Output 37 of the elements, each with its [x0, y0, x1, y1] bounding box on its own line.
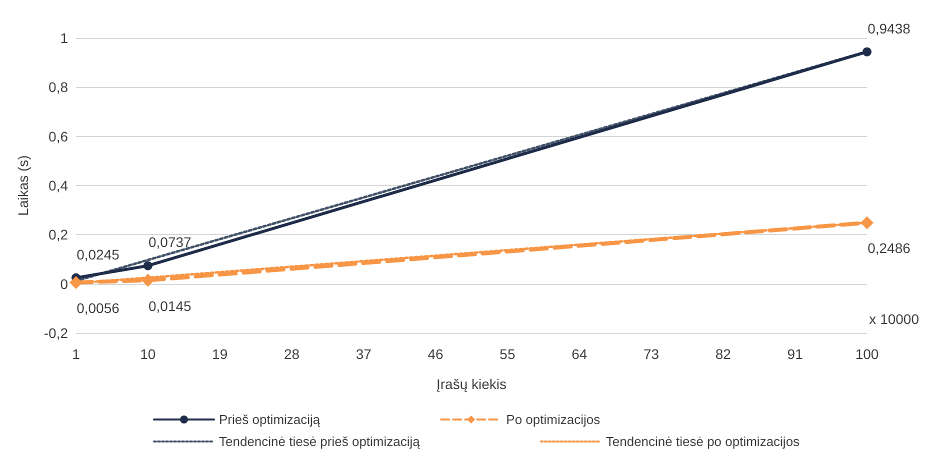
- y-axis-title: Laikas (s): [15, 155, 31, 216]
- x-tick-label: 37: [356, 346, 372, 362]
- point: [143, 261, 152, 270]
- x-tick-label: 1: [72, 346, 80, 362]
- y-tick-label: 1: [60, 30, 68, 46]
- legend-label: Po optimizacijos: [506, 412, 601, 427]
- data-label: 0,0737: [148, 234, 192, 250]
- x-tick-label: 82: [715, 346, 732, 362]
- text: x 10000: [869, 311, 920, 327]
- x-axis-title: Įrašų kiekis: [436, 376, 507, 392]
- point: [862, 47, 872, 56]
- x-tick-label: 55: [500, 346, 516, 362]
- point: [70, 276, 82, 289]
- x-tick-label: 73: [643, 346, 660, 362]
- x-tick-label: 19: [212, 346, 228, 362]
- data-label: 0,0245: [76, 246, 120, 262]
- y-tick-label: 0: [60, 276, 68, 292]
- point: [141, 274, 154, 287]
- y-tick-label: 0,4: [48, 178, 68, 194]
- data-label: 0,0145: [148, 298, 192, 314]
- x-tick-label: 91: [787, 346, 804, 362]
- x-tick-label: 46: [428, 346, 444, 362]
- point: [860, 216, 874, 230]
- x-tick-label: 10: [140, 346, 156, 362]
- data-label: 0,0056: [76, 300, 120, 316]
- data-label: 0,9438: [868, 20, 911, 36]
- y-tick-label: 0,6: [48, 128, 68, 144]
- data-label: 0,2486: [868, 240, 911, 256]
- y-tick-label: 0,8: [48, 79, 68, 96]
- y-tick-label: -0,2: [44, 325, 68, 341]
- y-tick-label: 0,2: [48, 226, 68, 243]
- legend-label: Tendencinė tiesė prieš optimizaciją: [219, 434, 421, 449]
- legend-label: Tendencinė tiesė po optimizacijos: [606, 434, 800, 449]
- legend-label: Prieš optimizaciją: [219, 412, 321, 427]
- x-tick-label: 28: [284, 346, 300, 362]
- x-tick-label: 100: [855, 346, 879, 362]
- x-tick-label: 64: [572, 346, 588, 362]
